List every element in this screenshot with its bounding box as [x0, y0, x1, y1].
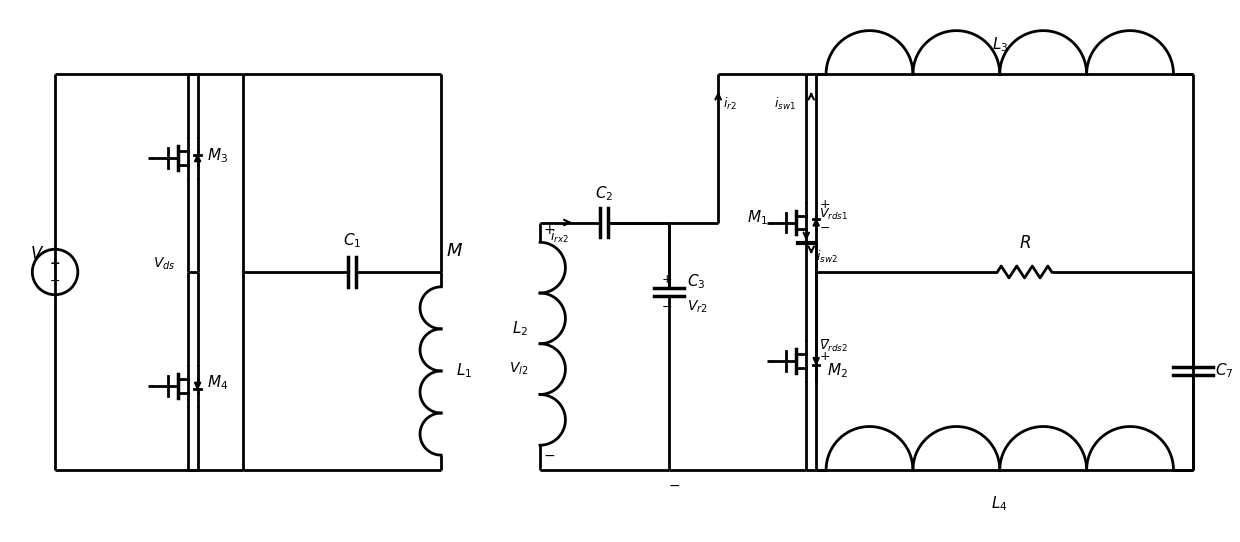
Text: $L_4$: $L_4$	[992, 495, 1008, 513]
Text: $L_2$: $L_2$	[512, 320, 528, 338]
Polygon shape	[813, 358, 820, 365]
Text: $V_{r2}$: $V_{r2}$	[687, 299, 707, 315]
Text: $V_{rds2}$: $V_{rds2}$	[820, 339, 848, 354]
Text: $-$: $-$	[50, 274, 61, 287]
Text: $i_{r2}$: $i_{r2}$	[723, 96, 737, 112]
Text: $M_3$: $M_3$	[207, 146, 228, 165]
Text: $+$: $+$	[820, 198, 831, 211]
Text: $+$: $+$	[661, 273, 672, 286]
Text: $M_1$: $M_1$	[746, 208, 768, 227]
Text: $C_1$: $C_1$	[342, 231, 361, 250]
Text: $+$: $+$	[820, 350, 831, 363]
Text: $-$: $-$	[543, 448, 556, 462]
Text: $R$: $R$	[1018, 234, 1030, 252]
Text: $+$: $+$	[543, 223, 556, 237]
Polygon shape	[195, 382, 201, 389]
Text: $C_7$: $C_7$	[1215, 362, 1234, 380]
Text: $i_{sw1}$: $i_{sw1}$	[775, 96, 796, 112]
Text: $-$: $-$	[820, 221, 831, 234]
Text: $C_3$: $C_3$	[687, 273, 706, 291]
Text: $V_{rds1}$: $V_{rds1}$	[820, 207, 848, 222]
Polygon shape	[813, 219, 820, 226]
Text: $M_4$: $M_4$	[207, 373, 228, 392]
Text: +: +	[50, 256, 61, 269]
Text: $V_{l2}$: $V_{l2}$	[508, 360, 528, 377]
Text: $V_{ds}$: $V_{ds}$	[154, 256, 176, 272]
Text: $i_{rx2}$: $i_{rx2}$	[549, 229, 569, 246]
Text: $-$: $-$	[661, 300, 672, 313]
Text: $-$: $-$	[820, 333, 831, 346]
Text: $M_2$: $M_2$	[827, 362, 848, 380]
Text: $C_2$: $C_2$	[595, 184, 614, 203]
Text: $L_3$: $L_3$	[992, 36, 1008, 54]
Text: $-$: $-$	[667, 478, 680, 492]
Text: $i_{sw2}$: $i_{sw2}$	[816, 249, 838, 265]
Text: $V$: $V$	[30, 245, 45, 263]
Text: $L_1$: $L_1$	[456, 362, 472, 380]
Text: $M$: $M$	[446, 242, 463, 260]
Polygon shape	[195, 154, 201, 162]
